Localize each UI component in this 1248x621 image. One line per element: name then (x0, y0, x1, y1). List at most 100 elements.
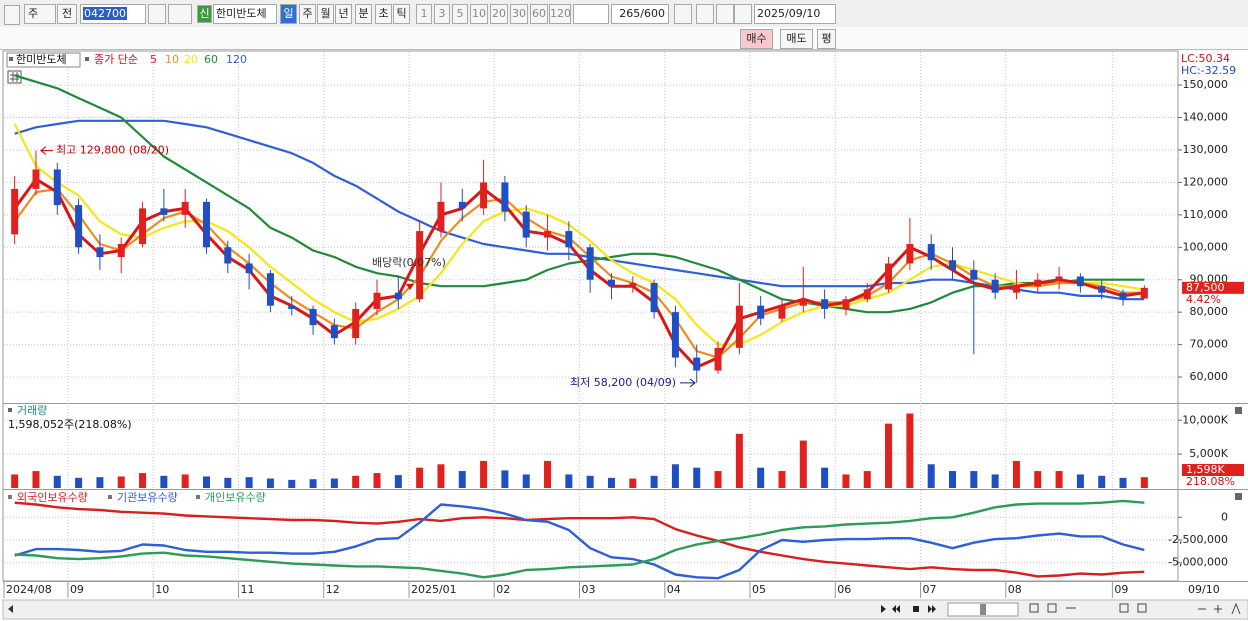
scrollbar[interactable] (2, 599, 1248, 620)
candle-body (927, 244, 935, 261)
x-tick-label: 02 (496, 583, 510, 596)
period-button[interactable]: 월 (317, 4, 334, 24)
interval-button[interactable]: 1 (416, 4, 432, 24)
volume-bar (458, 471, 466, 488)
zoom-thumb[interactable] (980, 604, 986, 615)
annotation: 최고 129,800 (08/20) (56, 144, 169, 157)
volume-bar (906, 413, 914, 488)
quote-bar: 87,500▲3,500+4.17%1,598,052218.08%1.68%1… (0, 27, 1248, 71)
candle-body (160, 208, 168, 215)
interval-button[interactable]: 5 (452, 4, 468, 24)
interval-select[interactable] (573, 4, 609, 24)
panel-subtitle: 1,598,052주(218.08%) (8, 418, 132, 431)
candle-body (586, 247, 594, 280)
candle-body (139, 208, 147, 245)
candle-body (799, 299, 807, 306)
volume-bar (160, 475, 168, 488)
toolbar-icons[interactable] (1029, 602, 1241, 615)
panel-close[interactable] (1235, 493, 1242, 500)
volume-bar (842, 474, 850, 488)
bar-count: 265/600 (611, 4, 669, 24)
candle-body (181, 201, 189, 215)
volume-bar (32, 471, 40, 488)
x-tick-label: 05 (752, 583, 766, 596)
volume-bar (480, 460, 488, 488)
volume-tag (1182, 464, 1244, 476)
code-input[interactable]: 042700 (80, 4, 146, 24)
volume-bar (650, 475, 658, 488)
playback-controls[interactable] (881, 605, 936, 613)
tool-icon[interactable] (696, 4, 714, 24)
scroll-left[interactable] (8, 605, 13, 613)
candle-body (75, 205, 83, 248)
sound-button[interactable] (168, 4, 192, 24)
volume-bar (799, 440, 807, 488)
holding-line (14, 503, 1145, 580)
volume-bar (885, 423, 893, 488)
avg-button[interactable]: 평 (817, 29, 836, 49)
candle-body (416, 231, 424, 300)
period-button[interactable]: 주 (299, 4, 316, 24)
x-tick-label: 07 (923, 583, 937, 596)
interval-button[interactable]: 20 (490, 4, 508, 24)
volume-bar (437, 464, 445, 488)
candle-body (671, 312, 679, 358)
volume-bar (522, 474, 530, 488)
search-button[interactable] (148, 4, 166, 24)
candle-body (863, 289, 871, 300)
date-input[interactable]: 2025/09/10 (754, 4, 836, 24)
price-tag-label: 87,500 (1186, 281, 1225, 294)
candle-body (1140, 287, 1148, 299)
candle-body (522, 211, 530, 238)
candle-body (991, 279, 999, 293)
sell-button[interactable]: 매도 (780, 29, 813, 49)
scope-button[interactable]: 전 (57, 4, 77, 24)
legend-marker (8, 495, 12, 499)
interval-button[interactable]: 10 (470, 4, 488, 24)
panel-close[interactable] (1235, 407, 1242, 414)
period-button[interactable]: 초 (375, 4, 392, 24)
volume-bar (288, 479, 296, 488)
candle-body (906, 244, 914, 264)
interval-button[interactable]: 60 (530, 4, 548, 24)
period-button[interactable]: 년 (335, 4, 352, 24)
period-button[interactable]: 일 (280, 4, 297, 24)
period-button[interactable]: 틱 (393, 4, 410, 24)
tool-icon[interactable] (734, 4, 752, 24)
volume-bar (607, 477, 615, 488)
interval-button[interactable]: 30 (510, 4, 528, 24)
stock-name[interactable]: 한미반도체 (213, 4, 277, 24)
price-tag (1182, 281, 1244, 294)
legend-entry: 개인보유수량 (205, 491, 266, 504)
candle-body (1098, 286, 1106, 293)
interval-button[interactable]: 3 (434, 4, 450, 24)
volume-bar (139, 473, 147, 488)
volume-bar (693, 467, 701, 488)
volume-bar (1098, 475, 1106, 488)
candle-body (842, 299, 850, 309)
candle-body (821, 299, 829, 309)
moving-average (14, 74, 1145, 314)
toolbar: 주 전 042700 신 한미반도체 일 주 월 년 분 초 틱 1 3 5 10 20 30 60 120 265/6… (0, 0, 1248, 28)
tool-icon[interactable] (716, 4, 734, 24)
candle-body (1034, 279, 1042, 287)
candle-body (629, 282, 637, 287)
x-tick-label: 10 (155, 583, 169, 596)
market-select[interactable]: 주 (24, 4, 56, 24)
volume-bar (821, 467, 829, 488)
annotation-arrow (40, 146, 53, 156)
menu-icon[interactable] (4, 5, 20, 25)
y-tick-label: 60,000 (1190, 370, 1229, 383)
interval-button[interactable]: 120 (549, 4, 571, 24)
candle-body (117, 244, 125, 258)
chart-icon-grid (10, 72, 19, 82)
y-tick-label: 80,000 (1190, 305, 1229, 318)
y-tick-label: 120,000 (1183, 175, 1229, 188)
volume-bar (1076, 474, 1084, 488)
legend-entry: 20 (184, 53, 198, 66)
buy-button[interactable]: 매수 (740, 29, 773, 49)
period-button[interactable]: 분 (355, 4, 372, 24)
credit-badge: 신 (197, 5, 212, 23)
holding-line (14, 501, 1145, 578)
tool-icon[interactable] (674, 4, 692, 24)
